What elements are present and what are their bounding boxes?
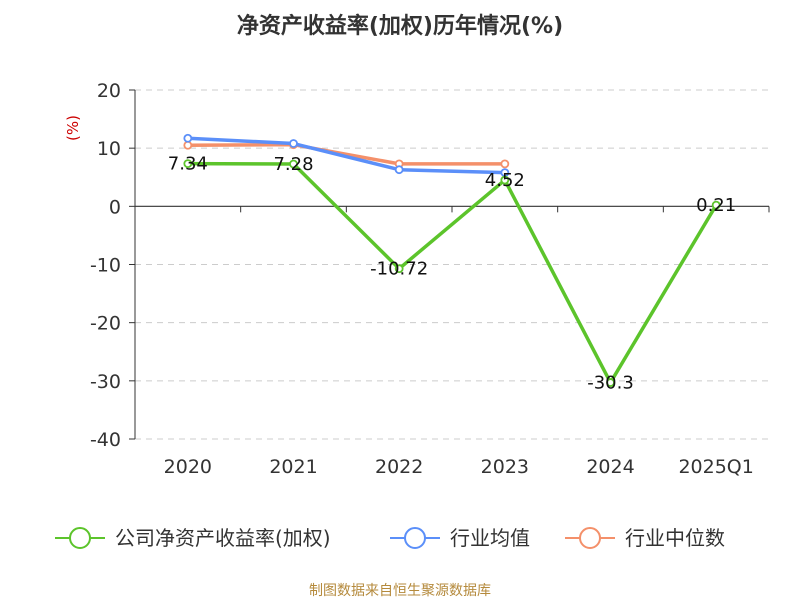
x-tick-label: 2025Q1: [678, 456, 753, 478]
data-point: [289, 159, 298, 169]
legend-marker-icon: [69, 527, 91, 549]
series-line-1: [187, 136, 505, 175]
y-tick-label: 20: [97, 80, 121, 102]
legend-marker-icon: [404, 527, 426, 549]
source-note: 制图数据来自恒生聚源数据库: [309, 583, 491, 599]
data-point: [183, 133, 193, 143]
legend-item-1[interactable]: 行业均值: [390, 526, 530, 550]
legend-marker-icon: [579, 527, 601, 549]
data-point: [394, 165, 404, 175]
data-label: -30.3: [587, 373, 634, 394]
y-tick-label: 0: [109, 196, 121, 218]
series-line-0: [187, 161, 718, 385]
legend-label: 行业中位数: [625, 526, 725, 550]
legend-item-2[interactable]: 行业中位数: [565, 526, 725, 550]
data-label: -10.72: [370, 259, 428, 280]
legend-label: 行业均值: [450, 526, 530, 550]
legend[interactable]: 公司净资产收益率(加权) 行业均值 行业中位数: [55, 526, 725, 550]
x-tick-label: 2023: [481, 456, 529, 478]
y-tick-label: 10: [97, 138, 121, 160]
data-point: [183, 159, 193, 169]
series-layer: [183, 133, 721, 387]
data-point: [500, 175, 510, 185]
axis-layer: 20 10 0 -10 -20 -30 -40 2020 2021 2022 2023 2024 202…: [90, 80, 770, 478]
grid-layer: [135, 89, 769, 440]
chart-title: 净资产收益率(加权)历年情况(%): [236, 14, 564, 39]
x-tick-label: 2020: [164, 456, 212, 478]
y-tick-label: -10: [90, 255, 121, 277]
legend-item-0[interactable]: 公司净资产收益率(加权): [55, 526, 331, 550]
data-point: [606, 378, 615, 387]
y-tick-label: -30: [90, 371, 121, 393]
data-label-layer: 7.34 7.28 -10.72 4.52 -30.3 0.21: [168, 154, 736, 394]
data-point: [500, 159, 510, 169]
data-point: [394, 264, 404, 274]
y-tick-label: -40: [90, 429, 121, 451]
series-line-2: [187, 142, 505, 166]
y-axis-unit-label: (%): [64, 115, 82, 141]
data-point: [711, 200, 721, 210]
x-tick-label: 2021: [269, 456, 317, 478]
legend-label: 公司净资产收益率(加权): [115, 526, 331, 550]
x-tick-label: 2022: [375, 456, 423, 478]
data-label: 7.34: [168, 154, 208, 175]
data-point: [289, 139, 298, 148]
data-label: 4.52: [485, 170, 525, 191]
y-tick-label: -20: [90, 313, 121, 335]
data-point: [183, 140, 193, 150]
data-label: 0.21: [696, 195, 736, 216]
data-label: 7.28: [273, 154, 313, 175]
x-tick-label: 2024: [586, 456, 634, 478]
